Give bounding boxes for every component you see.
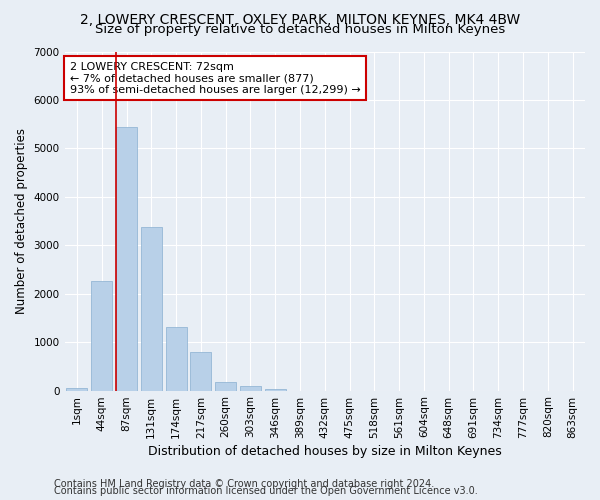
Bar [91, 280, 112, 390]
Bar [116, 126, 137, 390]
Bar [141, 227, 162, 390]
Text: Contains HM Land Registry data © Crown copyright and database right 2024.: Contains HM Land Registry data © Crown c… [54, 479, 434, 489]
Text: 2, LOWERY CRESCENT, OXLEY PARK, MILTON KEYNES, MK4 4BW: 2, LOWERY CRESCENT, OXLEY PARK, MILTON K… [80, 12, 520, 26]
Text: Contains public sector information licensed under the Open Government Licence v3: Contains public sector information licen… [54, 486, 478, 496]
Y-axis label: Number of detached properties: Number of detached properties [15, 128, 28, 314]
Text: Size of property relative to detached houses in Milton Keynes: Size of property relative to detached ho… [95, 22, 505, 36]
Text: 2 LOWERY CRESCENT: 72sqm
← 7% of detached houses are smaller (877)
93% of semi-d: 2 LOWERY CRESCENT: 72sqm ← 7% of detache… [70, 62, 361, 95]
X-axis label: Distribution of detached houses by size in Milton Keynes: Distribution of detached houses by size … [148, 444, 502, 458]
Bar [67, 388, 88, 390]
Bar [215, 382, 236, 390]
Bar [240, 386, 261, 390]
Bar [265, 389, 286, 390]
Bar [166, 326, 187, 390]
Bar [190, 352, 211, 391]
